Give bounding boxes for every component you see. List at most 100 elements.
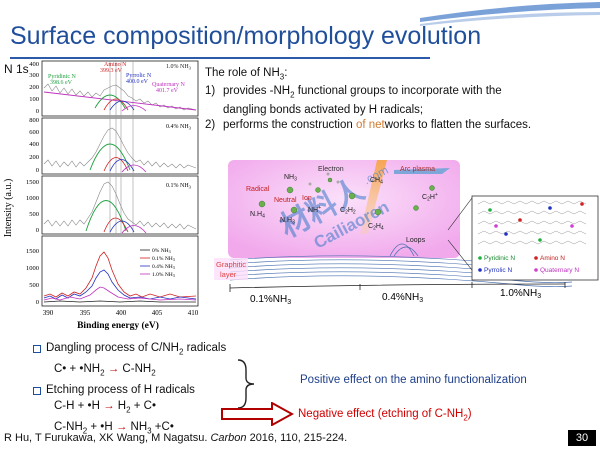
species-nhp: NH [308, 207, 318, 214]
tick-p4-3: 1500 [26, 248, 39, 255]
tick-p1-0: 0 [36, 108, 39, 115]
peak-amino-name: Amino N [104, 62, 127, 68]
tick-p3-3: 1500 [26, 179, 39, 186]
corner-decoration [420, 2, 600, 26]
tick-p2-3: 600 [29, 129, 39, 136]
tick-p3-0: 0 [36, 227, 39, 234]
right-brace [237, 359, 255, 409]
role-item-2: 2) performs the construction of networks… [205, 118, 532, 131]
plasma-diagram: 材料人 Cailiaoren .com Electron Arc plasma … [214, 160, 599, 306]
panel-frame-1 [41, 60, 199, 117]
panel1-label: 1.0% NH [166, 64, 189, 70]
species-nh4: N.H [250, 211, 262, 218]
tick-p2-0: 0 [36, 167, 39, 174]
svg-text:N.H3: N.H3 [280, 217, 295, 226]
species-nh3b: N.H [280, 217, 292, 224]
inset-legend-0: Pyridinic N [484, 255, 515, 262]
spectrum-label: N 1s [4, 62, 29, 76]
legend-1: 0.1% NH [152, 256, 173, 262]
dangling-heading: Dangling process of C/NH2 radicals [32, 340, 226, 361]
species-ch4: CH [370, 177, 380, 184]
species-c2h4: C [368, 223, 373, 230]
svg-text:C2H4: C2H4 [368, 223, 384, 232]
peak-quaternary-value: 401.7 eV [156, 88, 179, 94]
citation: R Hu, T Furukawa, XK Wang, M Nagatsu. Ca… [4, 432, 348, 444]
panel-frame-2 [41, 117, 199, 175]
tick-p1-3: 300 [29, 72, 39, 79]
svg-text:1.0% NH3: 1.0% NH3 [152, 272, 175, 278]
tick-p3-2: 1000 [26, 195, 39, 202]
panel-frame-3 [41, 175, 199, 235]
tick-p1-4: 400 [29, 61, 39, 68]
loops-label: Loops [406, 237, 426, 244]
svg-text:C2H2: C2H2 [340, 207, 356, 216]
tick-p1-1: 100 [29, 96, 39, 103]
panel-frame-4 [41, 235, 199, 307]
peak-pyridinic-name: Pyridinic N [48, 74, 76, 80]
equation-3: C-NH2 + •H → NH3 +C• [54, 420, 174, 436]
equation-1: C• + •NH2 → C-NH2 [54, 362, 156, 378]
ion-label: Ion [302, 195, 312, 202]
etching-heading: Etching process of H radicals [32, 382, 226, 399]
conc-label-1: 0.4%NH [382, 292, 419, 303]
peak-quaternary-name: Quaternary N [152, 82, 185, 88]
legend-0: 0% NH [152, 248, 169, 254]
panel2-label: 0.4% NH [166, 124, 189, 130]
tick-p4-0: 0 [36, 299, 39, 306]
radical-label: Radical [246, 186, 270, 193]
panel3-label: 0.1% NH [166, 183, 189, 189]
svg-text:0.4% NH3: 0.4% NH3 [152, 264, 175, 270]
negative-arrow [221, 402, 294, 426]
species-nh3: NH [284, 174, 294, 181]
species-c2hp: C [422, 194, 427, 201]
inset-legend-3: Quaternary N [540, 267, 579, 274]
page-title: Surface composition/morphology evolution [10, 22, 482, 50]
xtick-4: 410 [188, 309, 199, 317]
tick-p4-2: 1000 [26, 265, 39, 272]
tick-p1-2: 200 [29, 84, 39, 91]
svg-text:0.4%NH3: 0.4%NH3 [382, 292, 423, 304]
species-c2h2: C [340, 207, 345, 214]
svg-text:0.4% NH3: 0.4% NH3 [166, 124, 192, 131]
tick-p2-1: 200 [29, 154, 39, 161]
xtick-0: 390 [43, 309, 54, 317]
tick-p2-4: 800 [29, 117, 39, 124]
xtick-1: 395 [80, 309, 91, 317]
peak-amino-value: 399.3 eV [100, 68, 123, 74]
role-item-1: 1) provides -NH2 functional groups to in… [205, 85, 502, 116]
role-heading: The role of NH3: [205, 67, 288, 82]
arc-plasma-label: Arc plasma [400, 166, 435, 173]
svg-text:0.1% NH3: 0.1% NH3 [166, 183, 192, 190]
y-axis-label: Intensity (a.u.) [3, 179, 14, 238]
xps-figure: Intensity (a.u.) 0 100 200 300 400 0 200… [3, 60, 199, 331]
inset-legend-1: Amino N [540, 255, 565, 262]
x-axis-label: Binding energy (eV) [77, 320, 159, 331]
peak-pyrrolic-name: Pyrrolic N [126, 73, 152, 79]
conc-label-2: 1.0%NH [500, 288, 537, 299]
svg-text:N.H4: N.H4 [250, 211, 265, 220]
xtick-2: 400 [116, 309, 127, 317]
arc-beam [360, 160, 387, 234]
svg-text:0.1%NH3: 0.1%NH3 [250, 294, 291, 306]
role-of-nh3: The role of NH3: 1) provides -NH2 functi… [205, 66, 600, 133]
svg-text:0% NH3: 0% NH3 [152, 248, 171, 254]
neutral-label: Neutral [274, 197, 297, 204]
peak-pyrrolic-value: 400.0 eV [126, 79, 149, 85]
page-number: 30 [568, 430, 596, 446]
xtick-3: 405 [152, 309, 163, 317]
arc-arrow [394, 168, 450, 174]
title-underline [10, 57, 430, 59]
process-list: Dangling process of C/NH2 radicals C• + … [32, 340, 226, 440]
svg-text:C2H+: C2H+ [422, 192, 438, 203]
legend-3: 1.0% NH [152, 272, 173, 278]
peak-pyridinic-value: 398.6 eV [50, 80, 73, 86]
equation-2: C-H + •H → H2 + C• [54, 400, 156, 415]
graphene-inset [471, 195, 599, 281]
negative-effect: Negative effect (etching of C-NH2) [298, 408, 472, 423]
svg-text:1.0% NH3: 1.0% NH3 [166, 64, 192, 71]
svg-text:CH4: CH4 [370, 177, 383, 186]
tick-p4-1: 500 [29, 282, 39, 289]
conc-label-0: 0.1%NH [250, 294, 287, 305]
svg-text:0.1% NH3: 0.1% NH3 [152, 256, 175, 262]
graphitic-label-2: layer [220, 270, 237, 279]
